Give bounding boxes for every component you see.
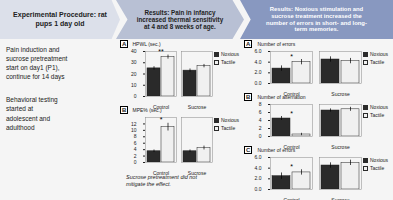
svg-text:0: 0 xyxy=(134,159,137,165)
svg-text:Number of alternation: Number of alternation xyxy=(258,94,306,100)
svg-text:*: * xyxy=(160,116,163,123)
svg-text:0.0: 0.0 xyxy=(255,186,262,192)
svg-text:8: 8 xyxy=(259,101,262,107)
svg-text:4.0: 4.0 xyxy=(255,165,262,171)
svg-text:10: 10 xyxy=(131,82,137,88)
svg-text:Sucrose: Sucrose xyxy=(331,197,350,200)
svg-text:4: 4 xyxy=(134,146,137,152)
svg-text:40: 40 xyxy=(131,48,137,54)
svg-text:Sucrose: Sucrose xyxy=(331,91,350,97)
svg-text:MPE% (sec.): MPE% (sec.) xyxy=(133,107,163,113)
svg-text:6.0: 6.0 xyxy=(255,154,262,160)
svg-text:4: 4 xyxy=(259,117,262,123)
svg-text:20: 20 xyxy=(131,71,137,77)
svg-text:0: 0 xyxy=(134,93,137,99)
svg-text:Number of errors: Number of errors xyxy=(258,41,296,47)
svg-text:2.0: 2.0 xyxy=(255,175,262,181)
svg-text:Sucrose: Sucrose xyxy=(331,144,350,150)
svg-text:2: 2 xyxy=(259,125,262,131)
svg-text:12: 12 xyxy=(131,121,137,127)
svg-text:30: 30 xyxy=(131,59,137,65)
svg-text:6: 6 xyxy=(259,109,262,115)
svg-text:10: 10 xyxy=(131,127,137,133)
svg-text:6: 6 xyxy=(134,140,137,146)
svg-text:**: ** xyxy=(158,48,164,55)
svg-text:4.0: 4.0 xyxy=(255,59,262,65)
svg-text:Number of errors: Number of errors xyxy=(258,147,296,153)
svg-text:2.0: 2.0 xyxy=(255,69,262,75)
svg-text:2: 2 xyxy=(134,153,137,159)
svg-text:*: * xyxy=(290,53,293,60)
svg-text:0.0: 0.0 xyxy=(255,80,262,86)
svg-text:8: 8 xyxy=(134,133,137,139)
svg-text:HPWL (sec.): HPWL (sec.) xyxy=(133,41,161,47)
svg-text:*: * xyxy=(290,110,293,117)
svg-text:Sucrose: Sucrose xyxy=(188,104,207,110)
svg-text:Control: Control xyxy=(283,197,299,200)
svg-text:0: 0 xyxy=(259,133,262,139)
svg-text:*: * xyxy=(290,163,293,170)
svg-text:6.0: 6.0 xyxy=(255,48,262,54)
